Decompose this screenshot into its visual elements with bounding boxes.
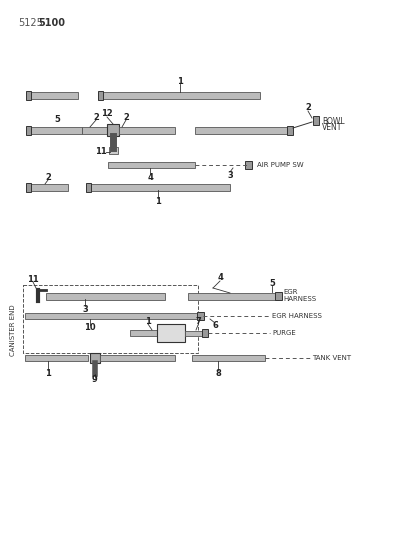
Text: 5: 5 <box>54 116 60 125</box>
Text: EGR: EGR <box>283 289 297 295</box>
Bar <box>23 285 198 353</box>
Bar <box>313 116 319 125</box>
Text: CANISTER END: CANISTER END <box>10 304 16 356</box>
Bar <box>98 91 102 100</box>
Bar <box>185 330 205 335</box>
Text: 4: 4 <box>147 173 153 182</box>
Text: 5: 5 <box>269 279 275 287</box>
Bar <box>25 313 200 319</box>
Bar <box>287 125 293 134</box>
Bar <box>25 182 31 191</box>
Bar <box>192 355 265 361</box>
Bar <box>46 293 165 300</box>
Bar <box>100 355 175 361</box>
Bar <box>82 126 108 133</box>
Bar <box>90 353 100 363</box>
Bar <box>107 124 119 136</box>
Bar <box>119 126 175 133</box>
Text: AIR PUMP SW: AIR PUMP SW <box>257 162 304 168</box>
Bar <box>244 161 251 169</box>
Text: 8: 8 <box>215 368 221 377</box>
Bar <box>195 126 290 133</box>
Text: 11: 11 <box>95 148 107 157</box>
Bar <box>88 183 230 190</box>
Bar <box>28 92 78 99</box>
Bar <box>28 126 82 133</box>
Text: 2: 2 <box>45 173 51 182</box>
Text: 2: 2 <box>305 103 311 112</box>
Text: 5100: 5100 <box>38 18 65 28</box>
Bar <box>25 355 88 361</box>
Bar <box>130 330 157 336</box>
Text: VENT: VENT <box>322 124 342 133</box>
Bar <box>86 182 91 191</box>
Text: TANK VENT: TANK VENT <box>312 355 351 361</box>
Bar <box>109 147 118 154</box>
Text: 10: 10 <box>84 324 96 333</box>
Bar <box>157 324 185 342</box>
Text: 3: 3 <box>82 304 88 313</box>
Text: 11: 11 <box>27 274 39 284</box>
Bar <box>188 293 278 300</box>
Bar <box>202 329 208 337</box>
Bar <box>197 312 204 320</box>
Bar <box>25 91 31 100</box>
Text: HARNESS: HARNESS <box>283 296 316 302</box>
Bar <box>275 292 282 300</box>
Text: EGR HARNESS: EGR HARNESS <box>272 313 322 319</box>
Bar <box>28 183 68 190</box>
Text: 1: 1 <box>145 317 151 326</box>
Bar <box>25 125 31 134</box>
Text: PURGE: PURGE <box>272 330 296 336</box>
Text: 2: 2 <box>93 112 99 122</box>
Text: 1: 1 <box>177 77 183 85</box>
Text: 1: 1 <box>155 197 161 206</box>
Text: 1: 1 <box>45 368 51 377</box>
Bar <box>108 162 195 168</box>
Bar <box>100 92 260 99</box>
Text: 9: 9 <box>92 376 98 384</box>
Text: BOWL: BOWL <box>322 117 345 126</box>
Text: 12: 12 <box>101 109 113 118</box>
Text: 6: 6 <box>212 321 218 330</box>
Text: 7: 7 <box>195 318 201 327</box>
Text: 2: 2 <box>123 112 129 122</box>
Text: 5125: 5125 <box>18 18 43 28</box>
Text: 3: 3 <box>227 171 233 180</box>
Text: 4: 4 <box>217 273 223 282</box>
